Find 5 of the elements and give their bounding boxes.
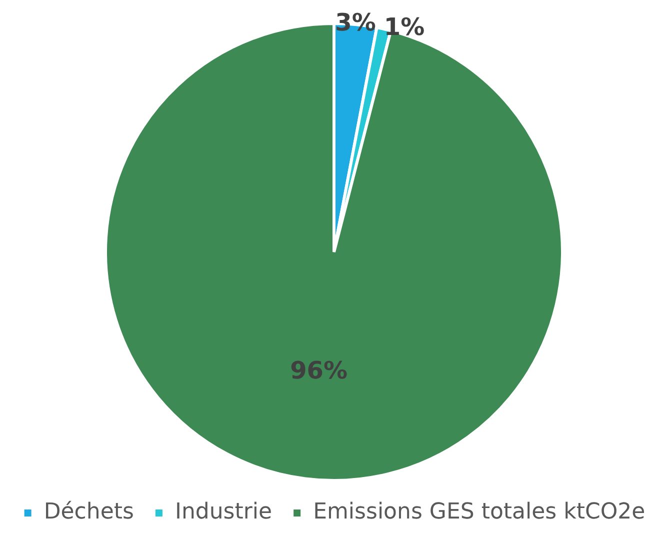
data-label: 96% xyxy=(290,356,348,384)
legend-label: Déchets xyxy=(44,500,134,525)
data-label: 1% xyxy=(384,13,425,42)
legend-label: Industrie xyxy=(174,500,272,525)
legend-label: Emissions GES totales ktCO2e xyxy=(313,500,646,525)
